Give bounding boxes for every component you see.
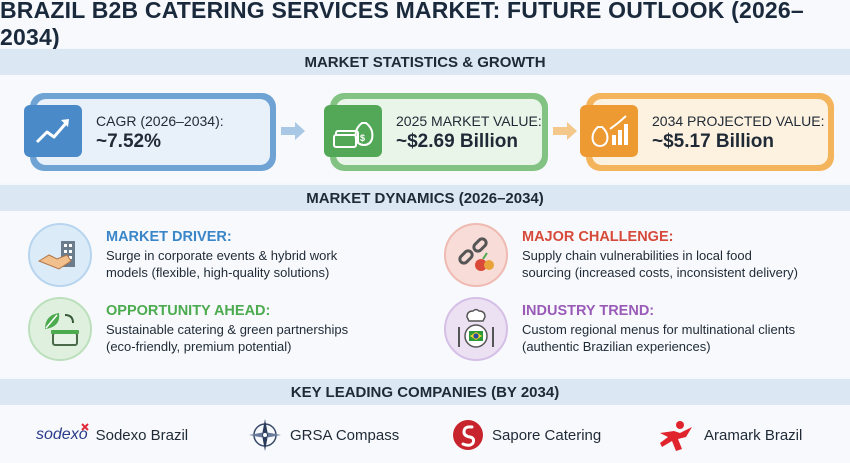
dynamics-item-opportunity: OPPORTUNITY AHEAD: Sustainable catering … <box>28 297 348 361</box>
trend-up-icon <box>24 105 82 157</box>
stat-card-2034-value: 2034 PROJECTED VALUE: ~$5.17 Billion <box>580 93 834 171</box>
growth-money-icon <box>580 105 638 157</box>
handshake-building-icon <box>28 223 92 287</box>
money-bag-icon: $ <box>324 105 382 157</box>
company-name: Sodexo Brazil <box>95 426 189 444</box>
section-header-stats: MARKET STATISTICS & GROWTH <box>0 49 850 75</box>
companies-panel: sodexo Sodexo Brazil GRSA Compass Sapore… <box>0 405 850 463</box>
dynamics-line: Custom regional menus for multinational … <box>522 322 796 337</box>
sapore-logo <box>453 420 483 450</box>
stat-value: ~$2.69 Billion <box>396 131 518 152</box>
company-sodexo: sodexo Sodexo Brazil <box>36 419 188 451</box>
leaf-container-icon <box>28 297 92 361</box>
dynamics-heading: MAJOR CHALLENGE: <box>522 229 674 245</box>
company-grsa: GRSA Compass <box>248 419 399 451</box>
compass-icon <box>249 419 281 451</box>
svg-text:$: $ <box>360 133 365 143</box>
company-name: Aramark Brazil <box>704 426 803 444</box>
dynamics-heading: MARKET DRIVER: <box>106 229 232 245</box>
dynamics-line: (authentic Brazilian experiences) <box>522 339 711 354</box>
page-title: BRAZIL B2B CATERING SERVICES MARKET: FUT… <box>0 0 850 50</box>
section-header-dynamics: MARKET DYNAMICS (2026–2034) <box>0 185 850 211</box>
stat-value: ~7.52% <box>96 131 161 152</box>
sodexo-logo-text: sodexo <box>36 426 88 443</box>
arrow-right-icon <box>281 122 305 140</box>
dynamics-panel: MARKET DRIVER: Surge in corporate events… <box>0 211 850 377</box>
stat-label: 2025 MARKET VALUE: <box>396 113 542 129</box>
broken-chain-icon <box>444 223 508 287</box>
dynamics-line: Surge in corporate events & hybrid work <box>106 248 338 263</box>
stat-card-2025-value: $ 2025 MARKET VALUE: ~$2.69 Billion <box>324 93 548 171</box>
company-aramark: Aramark Brazil <box>656 419 802 451</box>
company-name: Sapore Catering <box>492 426 602 444</box>
stats-panel: CAGR (2026–2034): ~7.52% $ 2025 MARKET V… <box>0 75 850 183</box>
chef-plate-icon <box>444 297 508 361</box>
dynamics-heading: OPPORTUNITY AHEAD: <box>106 303 271 319</box>
dynamics-item-trend: INDUSTRY TREND: Custom regional menus fo… <box>444 297 795 361</box>
dynamics-heading: INDUSTRY TREND: <box>522 303 655 319</box>
arrow-right-icon <box>553 122 577 140</box>
dynamics-line: models (flexible, high-quality solutions… <box>106 265 330 280</box>
stat-value: ~$5.17 Billion <box>652 131 774 152</box>
dynamics-item-challenge: MAJOR CHALLENGE: Supply chain vulnerabil… <box>444 223 798 287</box>
dynamics-line: Supply chain vulnerabilities in local fo… <box>522 248 752 263</box>
stat-label: CAGR (2026–2034): <box>96 113 224 129</box>
dynamics-item-driver: MARKET DRIVER: Surge in corporate events… <box>28 223 337 287</box>
dynamics-line: Sustainable catering & green partnership… <box>106 322 349 337</box>
company-sapore: Sapore Catering <box>452 419 601 451</box>
stat-card-cagr: CAGR (2026–2034): ~7.52% <box>24 93 276 171</box>
company-name: GRSA Compass <box>290 426 400 444</box>
stat-label: 2034 PROJECTED VALUE: <box>652 113 825 129</box>
dynamics-line: sourcing (increased costs, inconsistent … <box>522 265 799 280</box>
sodexo-logo: sodexo <box>36 423 89 444</box>
section-header-companies: KEY LEADING COMPANIES (BY 2034) <box>0 379 850 405</box>
dynamics-line: (eco-friendly, premium potential) <box>106 339 292 354</box>
aramark-logo <box>660 421 692 451</box>
